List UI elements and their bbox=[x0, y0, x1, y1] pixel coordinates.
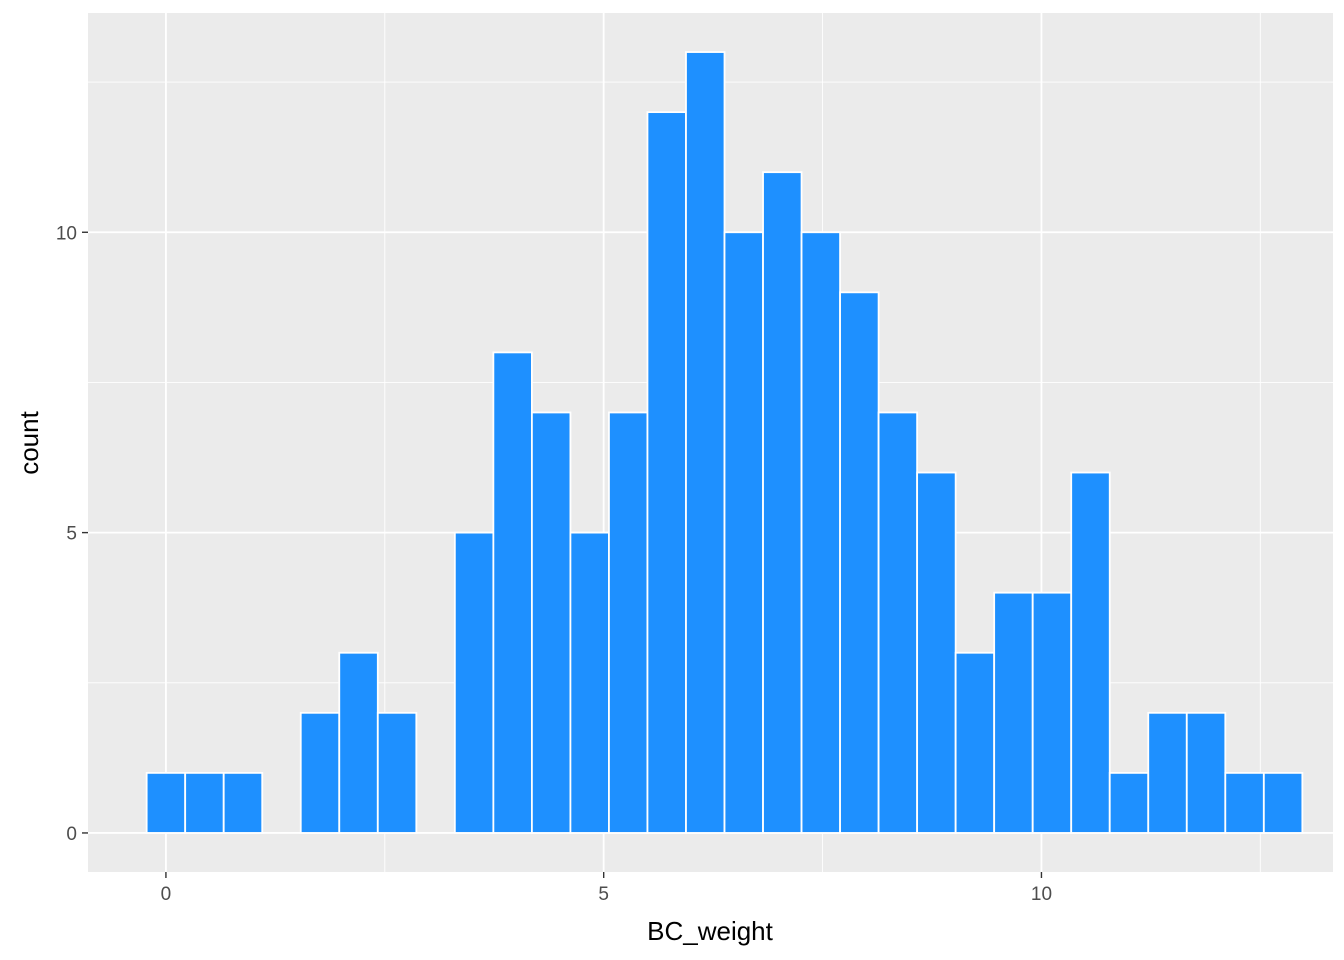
y-tick-label: 5 bbox=[66, 524, 77, 545]
histogram-bar bbox=[723, 231, 764, 834]
x-tick-label: 10 bbox=[1031, 884, 1052, 905]
histogram-bar bbox=[184, 771, 225, 834]
histogram-bar bbox=[1224, 771, 1265, 834]
histogram-bar bbox=[299, 711, 341, 834]
y-axis-title: count bbox=[14, 410, 44, 474]
histogram-bar bbox=[1070, 471, 1111, 834]
histogram-bar bbox=[492, 351, 533, 834]
histogram-bar bbox=[1262, 771, 1304, 834]
histogram-bar bbox=[954, 651, 996, 834]
histogram-bar bbox=[376, 711, 418, 834]
histogram-bar bbox=[453, 531, 495, 834]
histogram-bar bbox=[1031, 591, 1073, 834]
x-tick-label: 5 bbox=[598, 884, 609, 905]
histogram-bar bbox=[1108, 771, 1150, 834]
histogram-bar bbox=[800, 231, 841, 834]
histogram-bar bbox=[877, 411, 919, 834]
histogram-bar bbox=[530, 411, 572, 834]
histogram-bar bbox=[1147, 711, 1188, 834]
x-tick-label: 0 bbox=[161, 884, 172, 905]
histogram-bar bbox=[222, 771, 264, 834]
histogram-bar bbox=[646, 111, 687, 834]
histogram-bar bbox=[685, 51, 726, 834]
x-axis: 0 5 10 bbox=[161, 872, 1052, 905]
bars bbox=[145, 51, 1304, 834]
histogram-bar bbox=[993, 591, 1034, 834]
y-axis: 0 5 10 bbox=[56, 223, 88, 845]
histogram-bar bbox=[1185, 711, 1227, 834]
x-axis-title: BC_weight bbox=[647, 916, 774, 946]
histogram-bar bbox=[608, 411, 649, 834]
y-tick-label: 0 bbox=[66, 824, 77, 845]
histogram-bar bbox=[338, 651, 379, 834]
histogram-bar bbox=[916, 471, 957, 834]
histogram-bar bbox=[145, 771, 187, 834]
histogram-bar bbox=[839, 291, 880, 834]
y-tick-label: 10 bbox=[56, 223, 77, 244]
histogram-bar bbox=[762, 171, 803, 834]
histogram-bar bbox=[569, 531, 610, 834]
